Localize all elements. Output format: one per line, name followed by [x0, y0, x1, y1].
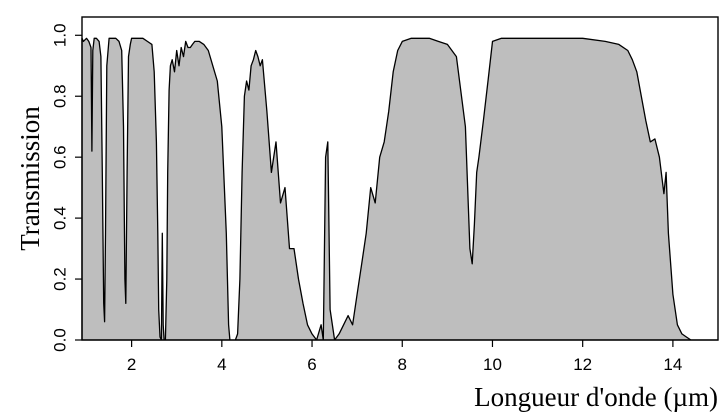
y-axis-ticks: 0.0 0.2 0.4 0.6 0.8 1.0: [51, 23, 82, 352]
y-tick-label: 0.8: [51, 84, 70, 108]
x-tick-label: 6: [307, 355, 316, 374]
y-axis-title: Transmission: [15, 106, 45, 251]
x-tick-label: 14: [663, 355, 682, 374]
y-tick-label: 0.2: [51, 267, 70, 291]
transmission-area-series-0: [81, 37, 719, 341]
y-tick-label: 0.6: [51, 145, 70, 169]
x-axis-title: Longueur d'onde (µm): [474, 382, 718, 412]
plot-area: [81, 16, 719, 341]
x-tick-label: 8: [398, 355, 407, 374]
x-tick-label: 12: [573, 355, 592, 374]
x-axis-ticks: 2 4 6 8 10 12 14: [127, 340, 682, 374]
x-tick-label: 4: [217, 355, 226, 374]
x-tick-label: 10: [483, 355, 502, 374]
plot-frame: [81, 16, 719, 341]
x-tick-label: 2: [127, 355, 136, 374]
y-tick-label: 0.4: [51, 206, 70, 230]
y-tick-label: 0.0: [51, 328, 70, 352]
y-tick-label: 1.0: [51, 23, 70, 47]
